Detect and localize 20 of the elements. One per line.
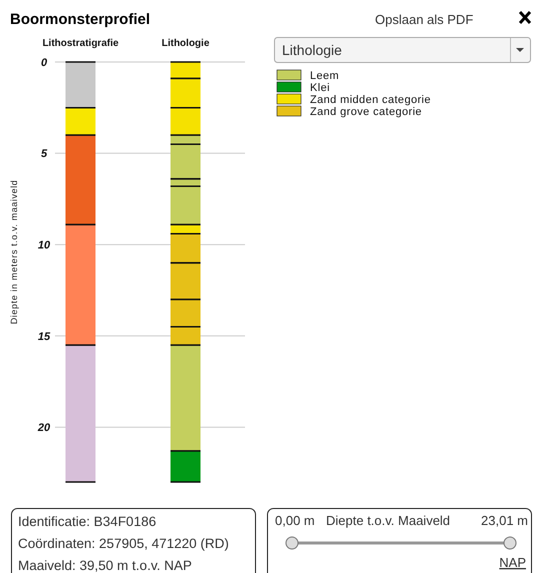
y-tick-label: 5 — [40, 148, 48, 160]
text: Coördinaten: 257905, 471220 (RD) — [18, 536, 229, 551]
chart-title: Boormonsterprofiel — [10, 11, 150, 28]
text: Identificatie: B34F0186 — [18, 514, 156, 529]
y-tick-label: 20 — [36, 422, 51, 434]
text: 0,00 m — [275, 513, 315, 528]
x-tick-label: Lithostratigrafie — [42, 38, 119, 49]
legend-label: Leem — [310, 70, 340, 82]
y-tick-label: 15 — [38, 330, 51, 343]
y-tick-label: 0 — [40, 56, 48, 69]
legend-label: Zand grove categorie — [310, 106, 422, 118]
y-axis-title: Diepte in meters t.o.v. maaiveld — [9, 180, 19, 324]
text: Opslaan als PDF — [375, 12, 474, 27]
text: Diepte t.o.v. Maaiveld — [326, 513, 450, 528]
legend-label: Zand midden categorie — [310, 94, 431, 106]
text: 23,01 m — [481, 513, 528, 528]
text: NAP — [499, 555, 526, 570]
y-tick-label: 10 — [38, 239, 51, 252]
legend-label: Klei — [310, 82, 330, 94]
text: Maaiveld: 39,50 m t.o.v. NAP — [18, 558, 192, 573]
